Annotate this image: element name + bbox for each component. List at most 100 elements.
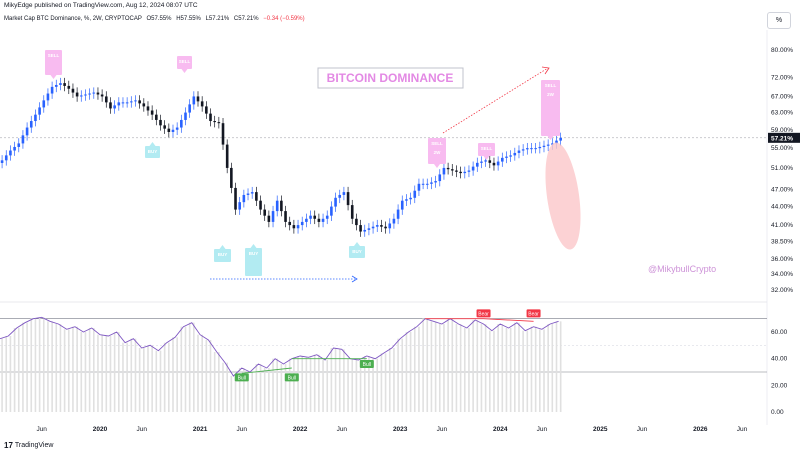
rsi-histogram-bar (497, 324, 499, 412)
time-axis-label: Jun (537, 426, 548, 433)
candle-down (159, 119, 162, 126)
candle-up (542, 145, 546, 147)
rsi-histogram-bar (480, 324, 483, 412)
rsi-histogram-bar (555, 321, 558, 412)
rsi-histogram-bar (326, 360, 329, 412)
candle-down (142, 103, 146, 107)
price-tick-label: 72.00% (771, 75, 793, 82)
rsi-histogram-bar (197, 334, 199, 412)
rsi-histogram-bar (213, 352, 216, 412)
rsi-histogram-bar (313, 354, 316, 412)
buy-label-2020-pointer (149, 142, 156, 146)
rsi-histogram-bar (368, 356, 370, 412)
sell-label-2024a-text: SELL (481, 146, 493, 151)
sell-label-2021: SELL (177, 56, 192, 73)
rsi-histogram-bar (297, 356, 299, 412)
low-value: L57.21% (205, 16, 230, 22)
candle-down (104, 96, 108, 103)
candle-up (130, 101, 133, 103)
rsi-histogram-bar (9, 336, 12, 412)
candle-down (355, 218, 358, 226)
rsi-histogram-bar (63, 329, 66, 412)
rsi-histogram-bar (26, 322, 28, 412)
rsi-histogram-bar (409, 332, 412, 412)
candle-up (180, 119, 183, 128)
sell-label-2024b-box (541, 80, 560, 136)
rsi-histogram-bar (384, 353, 387, 412)
rsi-histogram-bar (209, 340, 212, 412)
rsi-histogram-bar (293, 358, 295, 412)
time-axis-label: Jun (737, 426, 748, 433)
rsi-histogram-bar (355, 360, 358, 412)
rsi-histogram-bar (301, 356, 304, 412)
rsi-histogram-bar (443, 324, 445, 412)
bull-marker: Bull (284, 373, 299, 382)
candle-up (467, 170, 471, 172)
candle-down (446, 167, 450, 170)
candle-up (392, 218, 396, 224)
candle-up (530, 148, 533, 150)
rsi-histogram-bar (243, 368, 245, 412)
candle-down (225, 144, 229, 168)
rsi-histogram-bar (80, 332, 83, 412)
bull-marker-label: Bull (288, 375, 296, 381)
rsi-histogram-bar (251, 372, 253, 412)
candle-up (0, 160, 4, 163)
candle-up (409, 197, 412, 200)
sell-label-2024b-pointer (547, 136, 554, 140)
rsi-histogram-bar (359, 360, 362, 412)
candle-up (238, 202, 241, 210)
rsi-histogram-bar (201, 334, 203, 412)
candle-up (517, 150, 521, 153)
rsi-histogram-bar (188, 322, 191, 412)
price-tick-label: 59.00% (771, 127, 793, 134)
rsi-histogram-bar (405, 332, 408, 412)
rsi-histogram-bar (559, 321, 562, 412)
buy-label-2021b-text: BUY (249, 251, 259, 256)
candle-up (59, 83, 62, 85)
rsi-histogram-bar (288, 358, 291, 412)
tradingview-mark-icon: 17 (4, 441, 13, 450)
buy-label-2022-box (349, 246, 365, 258)
rsi-histogram-bar (268, 368, 270, 412)
candle-down (346, 192, 350, 206)
tradingview-brand: TradingView (14, 442, 54, 449)
rsi-histogram-bar (347, 358, 349, 412)
candle-up (342, 192, 346, 195)
close-value: C57.21% (233, 16, 259, 22)
percent-scale-button[interactable]: % (767, 12, 791, 29)
candle-down (209, 113, 212, 122)
rsi-histogram-bar (122, 342, 124, 412)
tradingview-logo[interactable]: 17 TradingView (4, 441, 53, 450)
candle-up (134, 100, 137, 102)
symbol-name[interactable]: Market Cap BTC Dominance, %, 2W, CRYPTOC… (4, 16, 142, 22)
candle-up (546, 144, 550, 146)
candle-down (267, 215, 271, 222)
rsi-histogram-bar (493, 330, 495, 412)
rsi-histogram-bar (305, 357, 308, 412)
sell-label-2023-pointer (434, 164, 440, 168)
candle-up (363, 229, 367, 232)
rsi-histogram-bar (147, 345, 149, 412)
chart-title: BITCOIN DOMINANCE (327, 71, 454, 85)
candle-down (96, 92, 100, 95)
rsi-histogram-bar (126, 342, 128, 412)
candle-up (117, 102, 121, 106)
time-axis-label: Jun (237, 426, 248, 433)
rsi-histogram-bar (539, 329, 541, 412)
sell-label-2019-text: SELL (48, 53, 60, 58)
candle-down (234, 187, 237, 210)
rsi-histogram-bar (88, 328, 91, 412)
buy-label-2020-text: BUY (148, 149, 158, 154)
candle-down (67, 85, 71, 89)
candle-down (384, 226, 387, 229)
candle-down (459, 171, 462, 174)
rsi-histogram-bar (534, 326, 537, 412)
candle-down (255, 192, 258, 201)
candle-up (405, 199, 408, 201)
resistance-arrowhead (541, 66, 550, 75)
rsi-histogram-bar (430, 321, 433, 412)
rsi-histogram-bar (397, 338, 399, 412)
candle-up (438, 174, 442, 182)
